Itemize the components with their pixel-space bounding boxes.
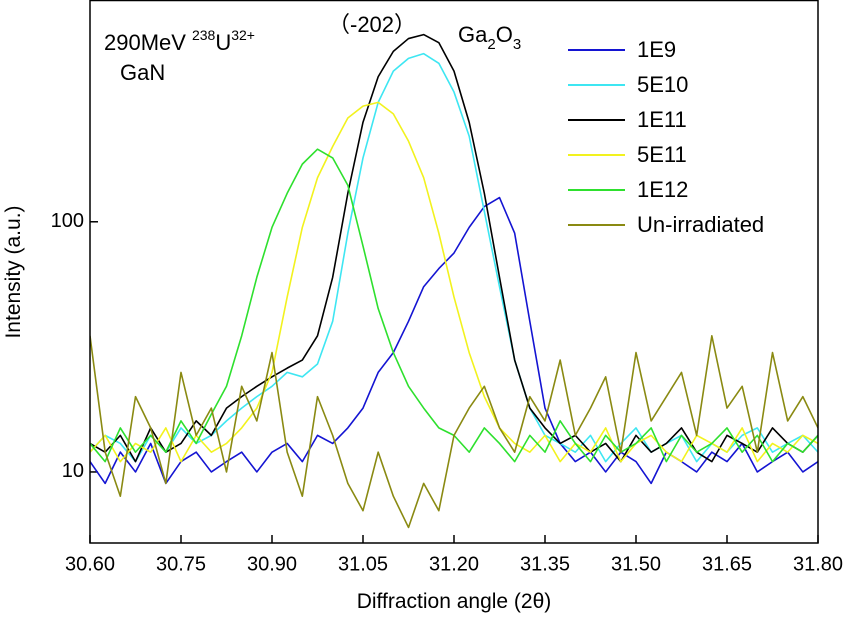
x-tick-label: 31.65 bbox=[702, 553, 752, 575]
legend: 1E9 5E10 1E11 5E11 1E12 Un-irradiated bbox=[568, 37, 764, 237]
phase-annotation: Ga2O3 bbox=[458, 22, 521, 53]
x-tick-label: 30.75 bbox=[156, 553, 206, 575]
legend-label: 1E11 bbox=[637, 107, 687, 132]
x-tick-label: 31.80 bbox=[793, 553, 843, 575]
phase-sub: 3 bbox=[513, 36, 521, 53]
series-line bbox=[90, 52, 818, 463]
legend-label: 1E12 bbox=[637, 177, 688, 202]
legend-label: Un-irradiated bbox=[637, 212, 764, 237]
phase-ga: Ga bbox=[458, 22, 488, 47]
axes: 30.60 30.75 30.90 31.05 31.20 31.35 31.50 31.65… bbox=[51, 210, 843, 575]
phase-o: O bbox=[496, 22, 513, 47]
charge: 32+ bbox=[231, 27, 255, 43]
plot-frame bbox=[89, 0, 819, 544]
x-tick-label: 31.20 bbox=[429, 553, 479, 575]
legend-label: 5E10 bbox=[637, 72, 688, 97]
legend-label: 1E9 bbox=[637, 37, 676, 62]
legend-label: 5E11 bbox=[637, 142, 687, 167]
plot-area bbox=[90, 33, 818, 529]
series-line bbox=[90, 101, 818, 463]
x-tick-label: 30.60 bbox=[65, 553, 115, 575]
x-tick-label: 31.35 bbox=[520, 553, 570, 575]
series-line bbox=[90, 33, 818, 463]
x-tick-label: 31.05 bbox=[338, 553, 388, 575]
element: U bbox=[215, 30, 231, 55]
energy: 290MeV bbox=[104, 30, 186, 55]
series-line bbox=[90, 148, 818, 463]
phase-sub: 2 bbox=[487, 36, 495, 53]
ion-annotation: 290MeV 238U32+ bbox=[104, 27, 255, 55]
peak-annotation: （-202） bbox=[328, 12, 416, 37]
series-line bbox=[90, 335, 818, 529]
y-axis-label: Intensity (a.u.) bbox=[2, 205, 25, 338]
series-line bbox=[90, 196, 818, 485]
x-axis-label: Diffraction angle (2θ) bbox=[357, 590, 552, 613]
y-tick-label: 100 bbox=[51, 210, 84, 232]
mass: 238 bbox=[192, 27, 216, 43]
sample-annotation: GaN bbox=[120, 60, 165, 85]
x-tick-label: 30.90 bbox=[247, 553, 297, 575]
x-tick-label: 31.50 bbox=[611, 553, 661, 575]
y-tick-label: 10 bbox=[62, 460, 84, 482]
